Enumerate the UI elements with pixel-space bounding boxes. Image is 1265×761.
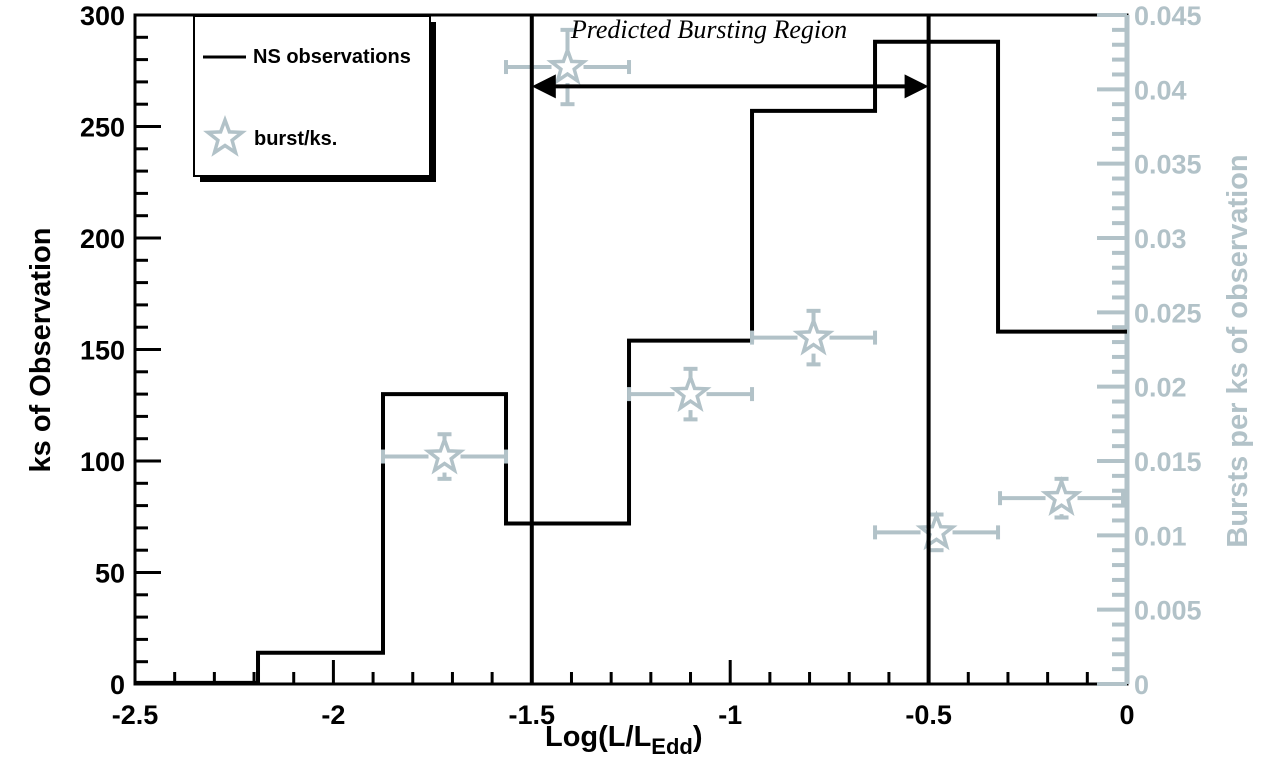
- burst-point: [504, 27, 632, 107]
- burst-star-marker: [546, 44, 589, 85]
- y-axis-title-left: ks of Observation: [25, 228, 57, 473]
- legend-label-ns: NS observations: [253, 46, 411, 68]
- left-tick-label: 100: [80, 447, 125, 477]
- x-tick-label: 0: [1119, 700, 1134, 730]
- x-axis-title-subscript: Edd: [651, 734, 693, 759]
- right-tick-label: 0: [1134, 670, 1149, 700]
- x-axis-title-main: Log(L/L: [545, 721, 651, 753]
- left-tick-label: 250: [80, 113, 125, 143]
- right-tick-label: 0.015: [1134, 447, 1202, 477]
- legend-label-burst: burst/ks.: [254, 128, 337, 150]
- x-axis-title: Log(L/LEdd): [545, 721, 703, 759]
- x-tick-label: -2.5: [112, 700, 159, 730]
- burst-points: [381, 27, 1126, 553]
- region-arrowhead-left: [531, 74, 556, 99]
- right-axis: 0 0.005 0.01 0.015 0.02 0.025 0.03 0.035 0.04 0.0…: [1097, 1, 1202, 700]
- legend-star-swatch: [203, 114, 247, 157]
- x-tick-label: -1.5: [509, 700, 556, 730]
- burst-point: [998, 476, 1126, 520]
- predicted-region-label: Predicted Bursting Region: [570, 15, 847, 44]
- burst-point: [873, 510, 1001, 553]
- burst-point: [750, 308, 878, 367]
- right-tick-label: 0.04: [1134, 75, 1187, 105]
- right-tick-label: 0.03: [1134, 224, 1187, 254]
- region-arrowhead-right: [904, 74, 929, 99]
- burst-star-marker: [669, 371, 712, 413]
- histogram: [135, 39, 1127, 685]
- left-tick-label: 300: [80, 1, 125, 31]
- left-axis-ticks: 0 50 100 150 200 250 300: [80, 1, 161, 700]
- x-tick-label: -0.5: [905, 700, 952, 730]
- histogram-step-line: [135, 39, 1127, 685]
- left-tick-label: 0: [110, 670, 125, 700]
- x-axis-ticks: -2.5 -2 -1.5 -1 -0.5 0: [112, 660, 1135, 730]
- burst-star-marker: [915, 510, 958, 551]
- left-tick-label: 50: [95, 559, 125, 589]
- right-tick-label: 0.035: [1134, 150, 1202, 180]
- x-tick-label: -1: [718, 700, 742, 730]
- right-tick-label: 0.005: [1134, 596, 1202, 626]
- right-tick-label: 0.025: [1134, 298, 1202, 328]
- y-axis-title-right: Bursts per ks of observation: [1222, 154, 1254, 547]
- left-tick-label: 150: [80, 336, 125, 366]
- burst-star-marker: [423, 434, 466, 475]
- burst-point: [381, 432, 509, 481]
- left-tick-label: 200: [80, 224, 125, 254]
- legend: NS observations burst/ks.: [193, 15, 436, 182]
- burst-point: [627, 366, 755, 422]
- predicted-region: [529, 15, 931, 684]
- right-tick-label: 0.045: [1134, 1, 1202, 31]
- x-tick-label: -2: [321, 700, 345, 730]
- burst-star-marker: [792, 315, 835, 356]
- legend-box: [193, 15, 431, 177]
- right-tick-label: 0.01: [1134, 521, 1187, 551]
- right-tick-label: 0.02: [1134, 373, 1187, 403]
- x-axis-title-close: ): [693, 721, 703, 753]
- burst-star-marker: [1040, 476, 1083, 517]
